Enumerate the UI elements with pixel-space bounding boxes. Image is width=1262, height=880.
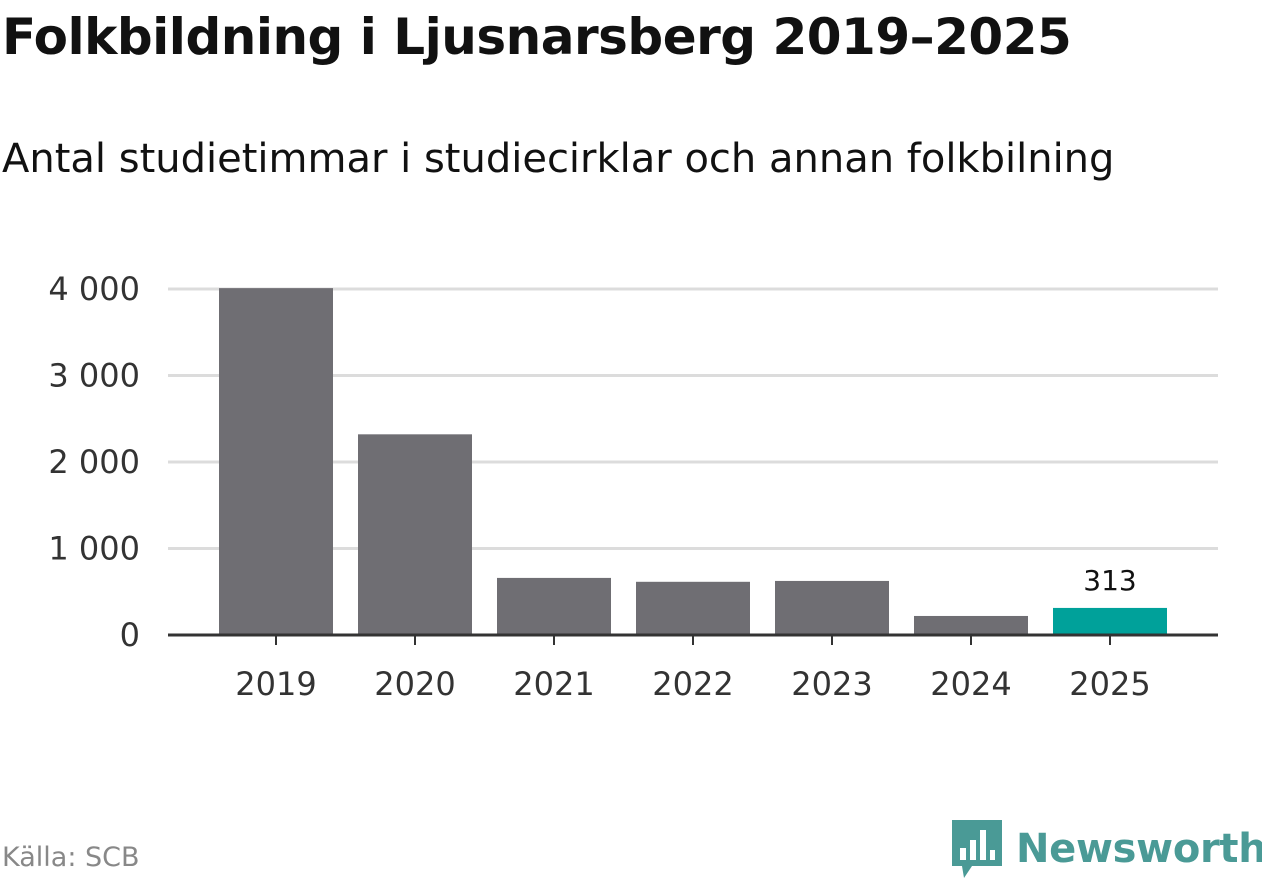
bar-2024	[914, 615, 1028, 635]
y-tick-label: 0	[120, 616, 140, 654]
y-tick-label: 3 000	[48, 357, 140, 395]
y-tick-label: 2 000	[48, 443, 140, 481]
x-axis: 2019 2020 2021 2022 2023 2024 2025	[168, 633, 1218, 703]
y-tick-label: 4 000	[48, 270, 140, 308]
bar-2020	[358, 434, 472, 635]
x-tick-label: 2022	[652, 665, 733, 703]
bar-2022	[636, 581, 750, 635]
y-axis-ticks: 0 1 000 2 000 3 000 4 000	[48, 270, 140, 654]
bar-2025	[1053, 607, 1167, 635]
chart-subtitle: Antal studietimmar i studiecirklar och a…	[2, 136, 1115, 182]
x-tick-label: 2019	[235, 665, 316, 703]
brand-logo: Newsworthy	[952, 818, 1262, 880]
data-labels: 313	[1083, 564, 1136, 597]
gridlines	[168, 287, 1218, 550]
x-tick-label: 2021	[513, 665, 594, 703]
x-tick-label: 2025	[1069, 665, 1150, 703]
chart-title: Folkbildning i Ljusnarsberg 2019–2025	[2, 8, 1072, 66]
x-tick-label: 2023	[791, 665, 872, 703]
newsworthy-logo-icon	[952, 820, 1002, 878]
x-tick-label: 2020	[374, 665, 455, 703]
data-label-2025: 313	[1083, 564, 1136, 597]
x-tick-label: 2024	[930, 665, 1011, 703]
bars	[219, 288, 1167, 635]
bar-2021	[497, 577, 611, 635]
source-note: Källa: SCB	[2, 842, 140, 873]
bar-2023	[775, 580, 889, 635]
y-tick-label: 1 000	[48, 530, 140, 568]
bar-2019	[219, 288, 333, 635]
brand-name: Newsworthy	[1016, 826, 1262, 872]
